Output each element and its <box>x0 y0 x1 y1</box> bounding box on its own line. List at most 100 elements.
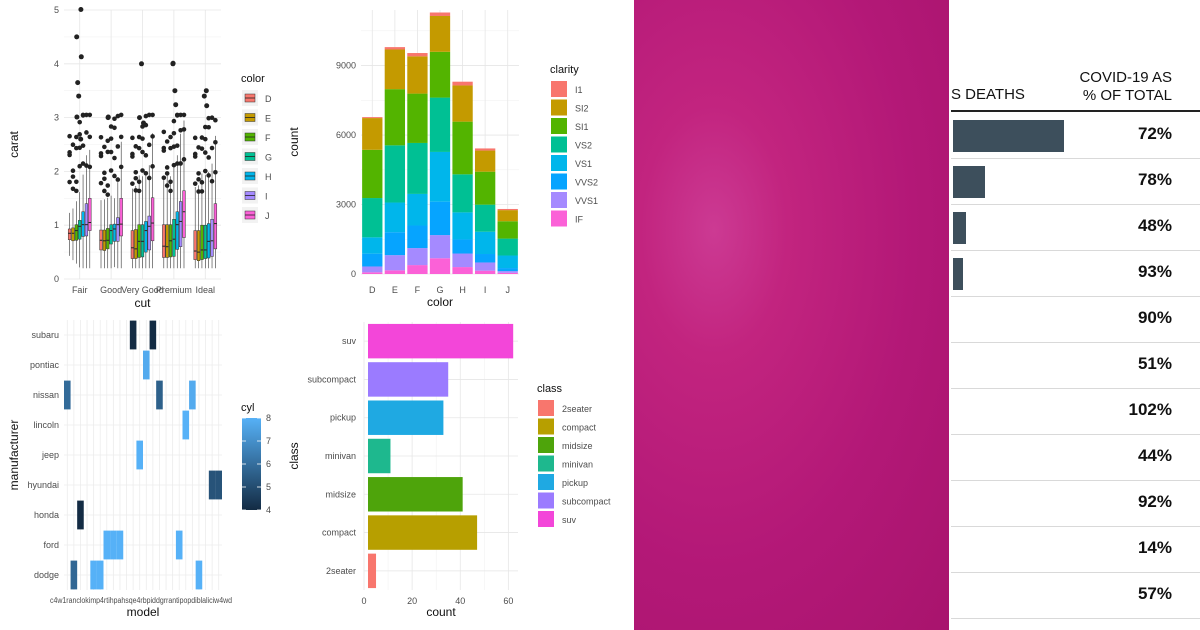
outlier-point <box>181 157 187 162</box>
magenta-photo-panel <box>634 0 949 630</box>
bar-segment <box>362 117 383 119</box>
outlier-point <box>102 170 107 176</box>
outlier-point <box>136 188 142 194</box>
outlier-point <box>172 88 178 94</box>
outlier-point <box>105 183 111 188</box>
outlier-point <box>130 135 135 141</box>
x-tick-label: Fair <box>72 285 88 295</box>
legend-key <box>551 99 567 116</box>
outlier-point <box>140 136 145 141</box>
outlier-point <box>84 112 89 118</box>
legend-title: cyl <box>241 402 254 414</box>
bar-segment <box>429 235 451 259</box>
table-row: 90% <box>951 296 1200 343</box>
y-tick-label: midsize <box>325 489 356 499</box>
heat-tile <box>136 440 143 470</box>
y-tick-label: suv <box>342 336 357 346</box>
x-tick-label: G <box>436 285 443 295</box>
bar-segment <box>474 254 496 263</box>
box <box>175 211 179 250</box>
heat-tile <box>103 530 111 560</box>
box <box>182 190 186 238</box>
box <box>203 224 207 259</box>
percent-value: 72% <box>1137 124 1172 143</box>
outlier-point <box>192 151 198 157</box>
color-bar-label: 6 <box>266 459 271 469</box>
outlier-point <box>102 144 107 150</box>
heat-tile <box>90 560 97 590</box>
bar-segment <box>474 150 496 172</box>
outlier-point <box>203 88 209 94</box>
legend-label: E <box>265 114 271 124</box>
outlier-point <box>130 181 135 186</box>
bar-segment <box>429 258 451 274</box>
outlier-point <box>108 149 114 155</box>
bar <box>368 438 391 474</box>
outlier-point <box>173 102 179 108</box>
outlier-point <box>168 134 173 140</box>
box <box>88 198 92 231</box>
box <box>119 198 123 237</box>
heat-tile <box>215 470 222 500</box>
bar-segment <box>362 237 383 254</box>
outlier-point <box>80 161 86 166</box>
heat-tile <box>110 530 117 560</box>
box <box>165 224 169 258</box>
deaths-bar <box>953 120 1064 152</box>
box <box>106 228 110 250</box>
bar-segment <box>474 171 496 205</box>
percent-value: 102% <box>1128 400 1172 419</box>
percent-value: 93% <box>1137 262 1172 281</box>
outlier-point <box>77 145 82 151</box>
outlier-point <box>84 130 89 135</box>
legend-label: VVS1 <box>575 196 598 206</box>
outlier-point <box>199 189 205 194</box>
y-tick-label: pickup <box>330 413 356 423</box>
outlier-point <box>178 112 183 118</box>
y-tick-label: dodge <box>34 570 59 580</box>
bar-segment <box>429 97 451 152</box>
heat-tile <box>175 530 183 560</box>
y-tick-label: ford <box>43 540 59 550</box>
outlier-point <box>67 133 72 139</box>
box <box>172 219 176 257</box>
y-tick-label: subaru <box>31 330 59 340</box>
outlier-point <box>78 136 84 142</box>
outlier-point <box>78 54 84 60</box>
outlier-point <box>105 192 111 197</box>
bar-segment <box>497 268 518 272</box>
outlier-point <box>112 116 117 122</box>
box <box>193 230 197 260</box>
x-tick-label: Very Good <box>121 285 164 295</box>
legend-label: IF <box>575 215 584 225</box>
bar-segment <box>362 253 383 267</box>
legend-label: VS2 <box>575 141 592 151</box>
bar-segment <box>474 204 496 232</box>
outlier-point <box>141 120 146 126</box>
legend-label: SI1 <box>575 122 589 132</box>
outlier-point <box>161 145 167 151</box>
bar <box>368 515 478 550</box>
table-row: 48% <box>951 204 1200 251</box>
outlier-point <box>133 175 139 181</box>
outlier-point <box>164 165 170 170</box>
outlier-point <box>168 188 173 194</box>
outlier-point <box>70 186 76 192</box>
bar-segment <box>429 201 451 236</box>
bar <box>368 362 449 397</box>
x-axis-title: color <box>427 295 453 309</box>
bar-segment <box>384 49 406 90</box>
outlier-point <box>164 171 170 176</box>
heat-tile <box>129 320 137 350</box>
box <box>78 220 82 240</box>
outlier-point <box>143 153 149 158</box>
legend-label: minivan <box>562 460 593 470</box>
legend-key <box>538 437 554 453</box>
outlier-point <box>74 179 79 185</box>
percent-value: 51% <box>1137 354 1172 373</box>
outlier-point <box>168 145 173 151</box>
bar-segment <box>497 272 518 274</box>
outlier-point <box>102 176 107 182</box>
legend-label: SI2 <box>575 104 589 114</box>
heat-tile <box>149 320 157 350</box>
